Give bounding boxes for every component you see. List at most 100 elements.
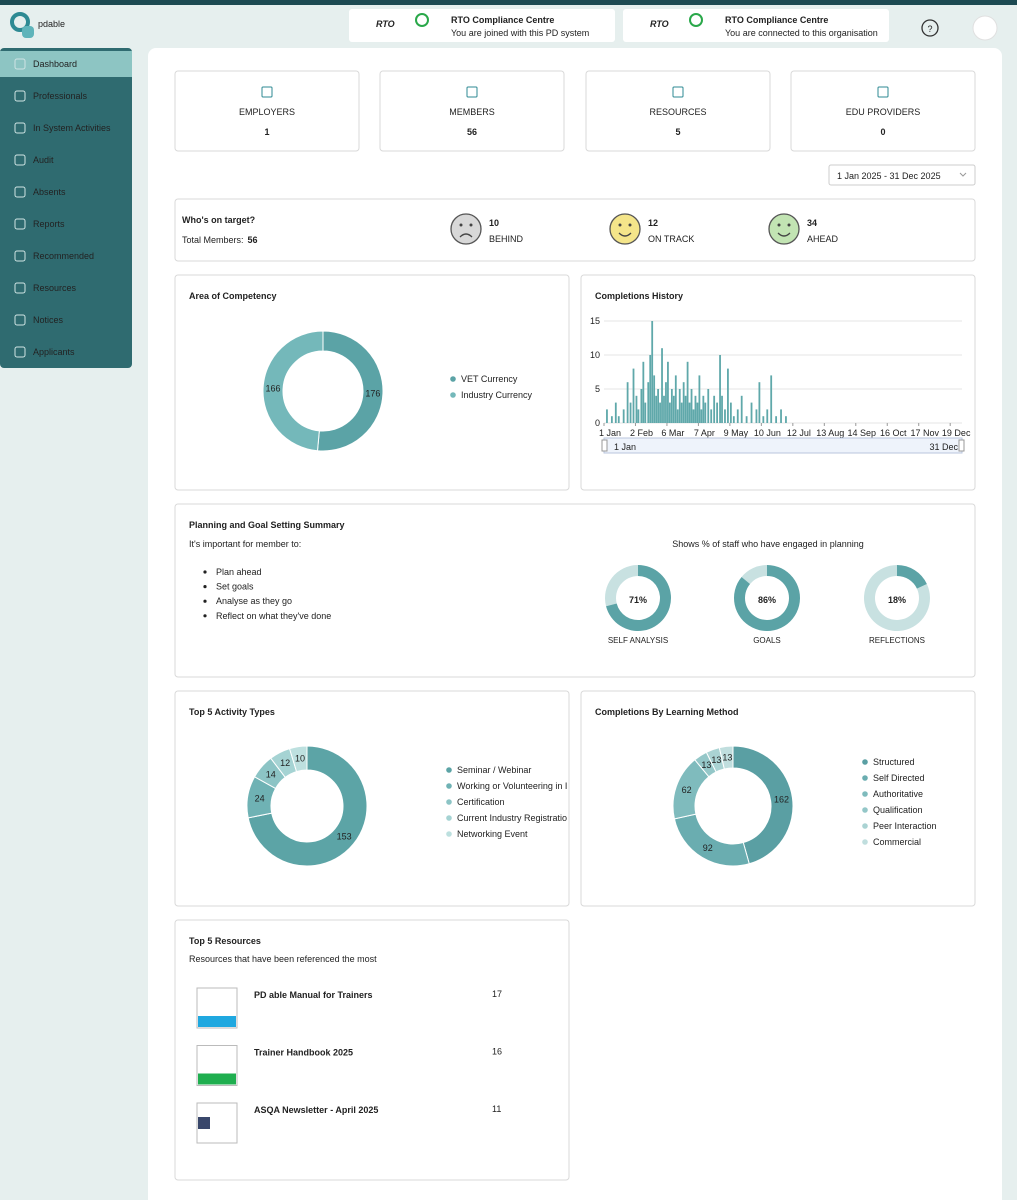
help-icon[interactable] <box>921 19 939 37</box>
legend-dot <box>862 823 868 829</box>
zoom-slider[interactable] <box>603 437 963 454</box>
sidebar-item[interactable]: Applicants <box>33 347 75 357</box>
legend-dot <box>446 783 452 789</box>
bar <box>610 416 613 423</box>
bar <box>750 402 753 423</box>
gauge-fill <box>897 565 927 589</box>
bar <box>617 416 620 423</box>
sidebar-item[interactable]: Resources <box>33 283 77 293</box>
sidebar-item[interactable]: Absents <box>33 187 66 197</box>
planning-intro: It's important for member to: <box>189 539 301 549</box>
avatar[interactable] <box>972 15 998 41</box>
org-logo: RTO <box>650 19 669 29</box>
org-subtitle: You are connected to this organisation <box>725 28 878 38</box>
bullet <box>203 570 207 574</box>
logo-text: pdable <box>38 19 65 29</box>
resource-name[interactable]: PD able Manual for Trainers <box>254 990 373 1000</box>
bar <box>668 402 671 423</box>
sidebar-item[interactable]: Notices <box>33 315 64 325</box>
face-eye <box>618 223 622 227</box>
bar <box>716 402 719 423</box>
bar <box>688 402 691 423</box>
legend-dot <box>862 775 868 781</box>
target-value: 12 <box>648 218 658 228</box>
sidebar-item[interactable]: Dashboard <box>33 59 77 69</box>
donut-segment <box>262 330 324 452</box>
gauge-fill <box>734 565 801 631</box>
bar <box>674 375 677 423</box>
gauge-track <box>741 565 767 584</box>
bar <box>637 409 640 423</box>
bar <box>665 382 667 423</box>
zoom-label: 1 Jan <box>614 442 636 452</box>
x-tick-label: 14 Sep <box>848 428 877 438</box>
legend-dot <box>446 831 452 837</box>
target-value: 34 <box>807 218 817 228</box>
legend-dot <box>450 376 456 382</box>
bar <box>606 409 608 423</box>
legend-label: Authoritative <box>873 789 923 799</box>
sidebar-item[interactable]: Audit <box>33 155 54 165</box>
bullet <box>203 614 207 618</box>
donut-segment <box>288 745 308 773</box>
stat-icon <box>672 86 684 98</box>
target-title: Who's on target? <box>182 215 255 225</box>
zoom-handle[interactable] <box>601 439 608 452</box>
bar <box>676 409 679 423</box>
gauge-label-box: SELF ANALYSIS <box>608 636 668 645</box>
resource-thumb-band <box>198 1073 236 1085</box>
sidebar-icon <box>14 154 26 166</box>
face-eye <box>469 223 473 227</box>
logo-icon <box>10 12 30 32</box>
x-tick-label: 17 Nov <box>910 428 939 438</box>
y-tick-label: 5 <box>595 384 600 394</box>
segment-label: 62 <box>682 785 692 795</box>
bar <box>696 402 699 423</box>
target-label: ON TRACK <box>648 234 694 244</box>
bar <box>724 409 726 423</box>
sidebar-item[interactable]: Recommended <box>33 251 94 261</box>
bullet-text: Analyse as they go <box>216 596 292 606</box>
y-tick-label: 0 <box>595 418 600 428</box>
gauge-track <box>605 565 638 607</box>
bar <box>622 409 625 423</box>
bar <box>686 361 689 423</box>
bullet-text: Set goals <box>216 582 254 592</box>
zoom-handle[interactable] <box>958 439 965 452</box>
bar <box>721 395 723 423</box>
stat-card <box>585 70 771 152</box>
bar <box>682 382 685 423</box>
segment-label: 13 <box>701 760 711 770</box>
x-tick-label: 16 Oct <box>880 428 907 438</box>
resource-name[interactable]: Trainer Handbook 2025 <box>254 1048 353 1058</box>
bullet <box>203 599 207 603</box>
bar <box>770 375 773 423</box>
gauge-label: REFLECTIONS <box>868 636 925 645</box>
resource-count: 17 <box>492 989 502 999</box>
legend-dot <box>446 799 452 805</box>
sidebar-item[interactable]: Professionals <box>33 91 88 101</box>
resource-name[interactable]: ASQA Newsletter - April 2025 <box>254 1105 378 1115</box>
bar <box>736 409 739 423</box>
bar <box>702 395 705 423</box>
bar <box>647 382 650 423</box>
bar <box>644 402 647 423</box>
help-text[interactable]: ? <box>927 24 932 34</box>
bar <box>653 375 656 423</box>
face-eye <box>787 223 791 227</box>
date-range-box[interactable] <box>828 164 976 186</box>
bar <box>635 395 638 423</box>
stat-value: 5 <box>675 127 680 137</box>
legend-label: Structured <box>873 757 915 767</box>
panel-title: Completions History <box>595 291 683 301</box>
date-range[interactable]: 1 Jan 2025 - 31 Dec 2025 <box>837 171 941 181</box>
sidebar-item[interactable]: Reports <box>33 219 65 229</box>
bar <box>766 409 769 423</box>
gauge-track <box>864 565 930 631</box>
org-logo-check <box>415 13 429 27</box>
stat-card <box>790 70 976 152</box>
x-tick-label: 6 Mar <box>661 428 684 438</box>
resource-thumb-band <box>198 1016 236 1027</box>
sidebar-item[interactable]: In System Activities <box>33 123 111 133</box>
stat-value: 56 <box>467 127 477 137</box>
